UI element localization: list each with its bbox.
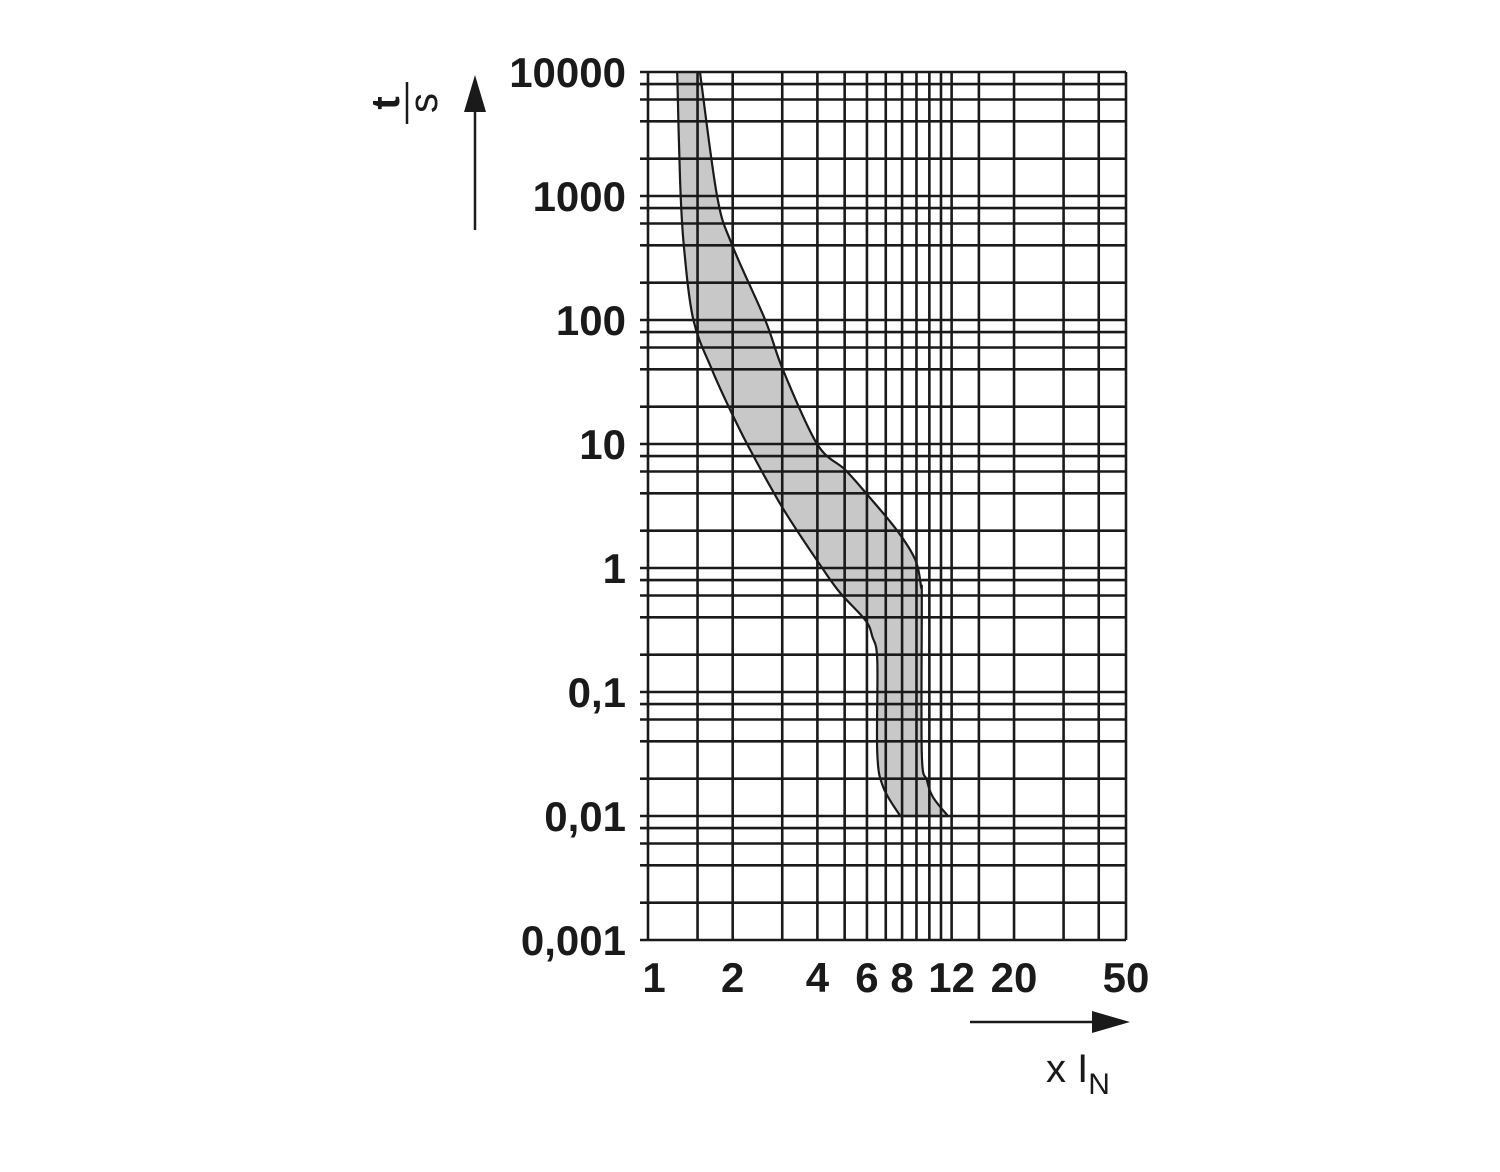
y-tick-labels: 10000 1000 100 10 1 0,1 0,01 0,001 <box>509 49 626 964</box>
upper-limit-curve <box>698 71 949 817</box>
y-tick-label: 1000 <box>533 173 626 220</box>
x-axis-title: x IN <box>1046 1047 1110 1101</box>
x-tick-label: 4 <box>806 954 830 1001</box>
x-tick-label: 12 <box>928 954 975 1001</box>
x-tick-label: 6 <box>855 954 878 1001</box>
y-tick-label: 0,1 <box>568 669 626 716</box>
y-tick-label: 100 <box>556 297 626 344</box>
x-tick-label: 20 <box>991 954 1038 1001</box>
x-tick-label: 2 <box>721 954 744 1001</box>
y-axis-title-numerator: t <box>364 96 408 109</box>
curves <box>676 71 949 818</box>
x-tick-labels: 1 2 4 6 8 12 20 50 <box>642 954 1149 1001</box>
y-axis-title: t s <box>364 82 446 124</box>
x-axis-arrow-icon <box>970 1011 1130 1033</box>
y-tick-label: 0,01 <box>544 793 626 840</box>
lower-limit-curve <box>676 71 902 817</box>
x-tick-label: 1 <box>642 954 665 1001</box>
x-tick-label: 50 <box>1103 954 1150 1001</box>
y-tick-label: 10 <box>579 421 626 468</box>
x-axis-title-subscript: N <box>1088 1068 1110 1101</box>
y-tick-label: 1 <box>603 545 626 592</box>
x-tick-label: 8 <box>890 954 913 1001</box>
x-axis-title-main: x I <box>1046 1047 1088 1091</box>
y-tick-label: 10000 <box>509 49 626 96</box>
y-axis-arrow-icon <box>464 75 486 230</box>
grid <box>640 70 1128 942</box>
y-axis-title-denominator: s <box>402 93 446 113</box>
y-tick-label: 0,001 <box>521 917 626 964</box>
